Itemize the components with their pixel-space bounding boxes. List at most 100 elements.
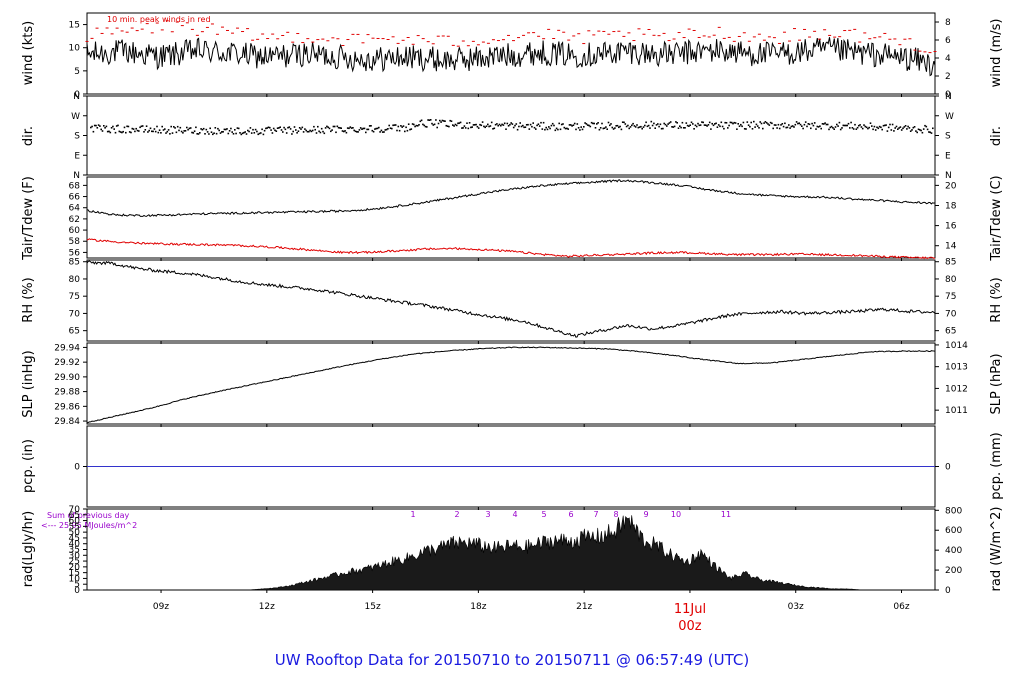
dir-point (609, 124, 611, 127)
dir-point (808, 123, 811, 126)
dir-point (681, 121, 684, 124)
dir-point (780, 124, 782, 126)
dir-point (117, 124, 119, 127)
dir-point (348, 127, 350, 130)
dir-point (707, 124, 710, 126)
dir-point (856, 126, 859, 129)
dir-point (867, 127, 869, 130)
dir-point (659, 123, 662, 126)
dir-point (422, 123, 424, 126)
dir-point (175, 131, 178, 134)
dir-point (240, 133, 243, 136)
dir-point (581, 128, 584, 131)
dir-point (706, 125, 708, 127)
dir-point (475, 123, 477, 126)
dir-point (768, 124, 771, 126)
dir-point (489, 125, 492, 127)
dir-point (855, 128, 858, 130)
x-tick-label: 00z (678, 619, 702, 634)
pcp-left-tick-label: 0 (74, 463, 80, 473)
dir-point (119, 131, 122, 133)
dir-point (679, 125, 681, 127)
dir-point (332, 125, 335, 128)
dir-point (196, 133, 198, 135)
dir-point (915, 130, 917, 132)
dir-point (852, 128, 855, 130)
dir-left-tick-label: N (73, 171, 80, 181)
slp-right-tick-label: 1012 (945, 384, 968, 394)
dir-point (144, 129, 147, 131)
dir-point (789, 127, 791, 129)
dir-point (174, 127, 176, 129)
dir-point (222, 131, 224, 133)
dir-point (310, 130, 313, 133)
dir-point (702, 121, 704, 124)
dir-point (136, 129, 139, 132)
dir-point (141, 125, 144, 127)
dir-point (199, 132, 201, 134)
dir-point (564, 127, 567, 130)
wind-left-tick-label: 5 (74, 67, 80, 77)
dir-point (717, 124, 720, 126)
dir-point (821, 123, 824, 125)
dir-point (729, 121, 732, 124)
dir-point (695, 125, 698, 128)
dir-point (557, 128, 559, 131)
dir-point (701, 121, 703, 123)
dir-point (716, 126, 719, 128)
x-tick-label: 15z (365, 602, 381, 612)
dir-point (838, 121, 841, 124)
wind-speed-line (86, 37, 936, 77)
dir-point (568, 124, 571, 126)
dir-point (252, 128, 254, 131)
dir-point (452, 124, 454, 126)
dir-point (641, 127, 643, 130)
dir-point (457, 122, 459, 125)
dir-point (463, 125, 466, 127)
dir-point (834, 126, 837, 128)
dir-point (289, 128, 292, 130)
dir-point (629, 126, 632, 128)
dir-point (878, 125, 881, 128)
dir-point (690, 121, 693, 124)
dir-point (436, 126, 438, 129)
dir-point (816, 125, 819, 128)
slp-left-tick-label: 29.86 (54, 402, 80, 412)
dir-ylabel-left: dir. (21, 126, 36, 146)
rad-hour-marker: 10 (671, 510, 681, 519)
dir-point (182, 132, 184, 134)
dir-point (356, 131, 358, 133)
dir-point (876, 126, 878, 129)
rh-left-tick-label: 80 (69, 275, 81, 285)
dir-point (810, 127, 812, 130)
dir-point (925, 125, 928, 128)
dir-point (554, 129, 557, 132)
dir-point (575, 128, 577, 131)
dir-ylabel-right: dir. (989, 126, 1004, 146)
dir-point (461, 127, 463, 129)
dir-point (797, 122, 799, 125)
dir-point (542, 121, 545, 124)
rad-left-tick-label: 0 (74, 586, 80, 596)
dir-point (477, 127, 480, 129)
dir-point (620, 128, 623, 131)
dir-point (441, 119, 444, 122)
rad-hour-marker: 5 (541, 510, 546, 519)
dir-point (863, 124, 865, 126)
dir-point (224, 128, 227, 131)
dir-point (612, 128, 615, 130)
slp-line (86, 346, 936, 424)
dir-point (698, 124, 701, 127)
rh-right-tick-label: 80 (945, 275, 957, 285)
dir-point (274, 129, 276, 132)
x-tick-label: 06z (893, 602, 909, 612)
dir-point (801, 125, 803, 127)
dir-point (693, 128, 695, 130)
dir-point (924, 124, 926, 127)
dir-point (333, 125, 336, 128)
dir-point (95, 124, 97, 127)
rad-right-tick-label: 200 (945, 566, 962, 576)
dir-point (241, 132, 244, 135)
dir-point (400, 125, 402, 127)
dir-point (205, 128, 208, 131)
